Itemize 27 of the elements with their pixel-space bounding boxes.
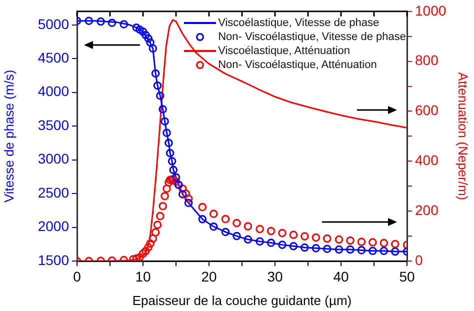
y-tick-label: 4000 [38, 83, 70, 100]
y-tick-label: 2500 [38, 184, 70, 200]
x-tick-label: 30 [267, 268, 283, 284]
y2-tick-label: 200 [415, 202, 439, 218]
y2-tick-label: 0 [415, 252, 423, 268]
y2-tick-label: 400 [415, 152, 439, 168]
y-axis-title: Vitesse de phase (m/s) [1, 70, 16, 203]
y2-tick-label: 1000 [415, 2, 446, 18]
y-tick-label: 1500 [38, 252, 70, 268]
legend-label: Viscoélastique, Vitesse de phase [218, 16, 380, 30]
y-tick-label: 3500 [38, 116, 70, 133]
y-tick-label: 5000 [38, 16, 70, 32]
x-tick-label: 20 [201, 268, 217, 284]
y2-tick-label: 600 [415, 102, 439, 118]
x-tick-label: 40 [333, 268, 349, 284]
x-tick-label: 10 [135, 268, 151, 284]
x-tick-label: 0 [73, 268, 82, 284]
y-tick-label: 2000 [38, 218, 70, 234]
y2-tick-label: 800 [415, 52, 439, 68]
legend-label: Non- Viscoélastique, Atténuation [218, 58, 377, 72]
y2-axis-title: Attenuation (Neper/m) [456, 72, 471, 200]
x-axis-title: Epaisseur de la couche guidante (µm) [132, 292, 352, 308]
legend-label: Non- Viscoélastique, Vitesse de phase [218, 30, 406, 44]
y-tick-label: 4500 [38, 49, 70, 66]
legend-label: Viscoélastique, Atténuation [218, 44, 350, 58]
y-tick-label: 3000 [38, 150, 70, 167]
x-tick-label: 50 [399, 268, 415, 284]
